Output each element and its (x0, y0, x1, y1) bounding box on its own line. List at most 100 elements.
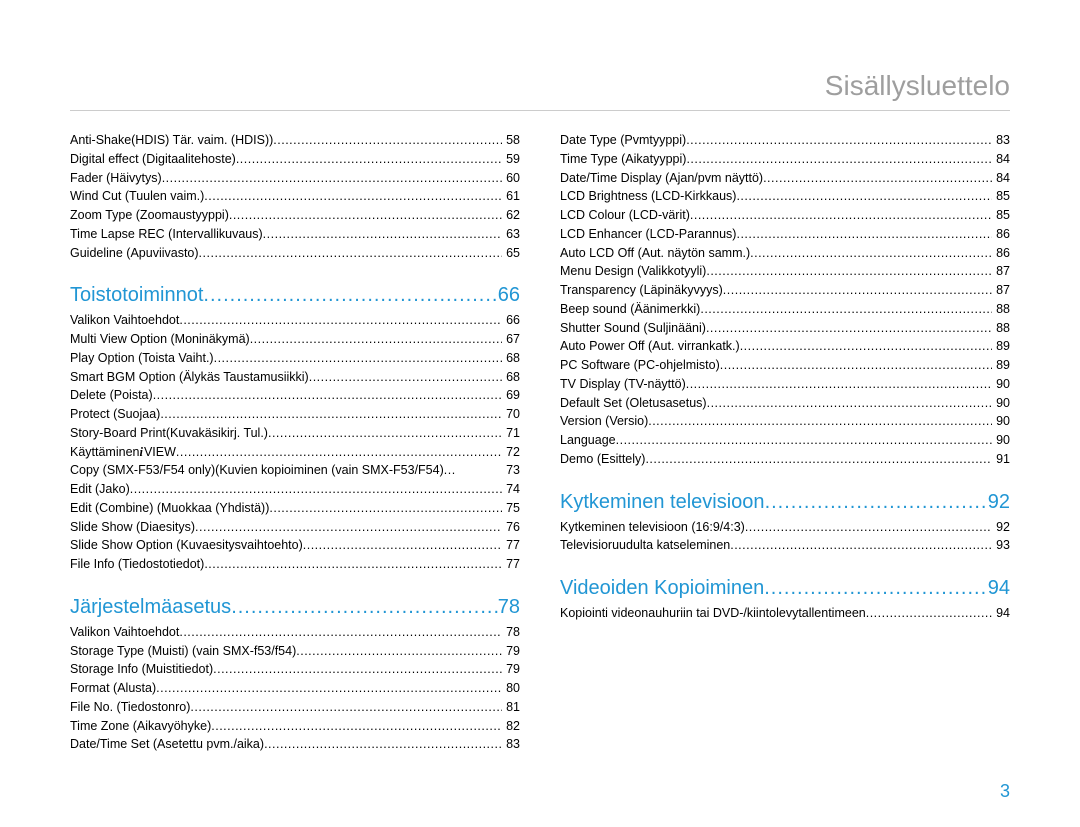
toc-entry-label: Smart BGM Option (Älykäs Taustamusiikki) (70, 368, 309, 387)
toc-entry: Auto LCD Off (Aut. näytön samm.)........… (560, 244, 1010, 263)
toc-leader-dots: ........................................… (264, 735, 502, 754)
toc-leader-dots: ........................................… (214, 349, 503, 368)
toc-entry: Edit (Jako).............................… (70, 480, 520, 499)
toc-entry: Anti-Shake(HDIS) Tär. vaim. (HDIS)).....… (70, 131, 520, 150)
toc-leader-dots: ........................................… (706, 262, 992, 281)
toc-entry-label: Beep sound (Äänimerkki) (560, 300, 700, 319)
toc-entry: TV Display (TV-näyttö)..................… (560, 375, 1010, 394)
toc-entry: Play Option (Toista Vaiht.).............… (70, 349, 520, 368)
toc-entry-page: 90 (992, 394, 1010, 413)
page-number: 3 (1000, 781, 1010, 802)
toc-leader-dots: ........................................… (706, 319, 992, 338)
toc-entry-page: 75 (502, 499, 520, 518)
toc-entry-label: Wind Cut (Tuulen vaim.) (70, 187, 204, 206)
toc-entry-page: 88 (992, 300, 1010, 319)
toc-entry-label: LCD Colour (LCD-värit) (560, 206, 690, 225)
toc-entry-label: Shutter Sound (Suljinääni) (560, 319, 706, 338)
toc-entry-label: Time Zone (Aikavyöhyke) (70, 717, 211, 736)
toc-leader-dots: ........................................… (176, 443, 502, 462)
toc-leader-dots: ........................................… (686, 131, 992, 150)
toc-entry-label: Slide Show Option (Kuvaesitysvaihtoehto) (70, 536, 303, 555)
toc-entry-label: Play Option (Toista Vaiht.) (70, 349, 214, 368)
toc-entry-label: Default Set (Oletusasetus) (560, 394, 707, 413)
toc-entry-page: 62 (502, 206, 520, 225)
toc-entry-label: Time Type (Aikatyyppi) (560, 150, 686, 169)
toc-entry: Multi View Option (Moninäkymä)..........… (70, 330, 520, 349)
toc-leader-dots: ........................................… (153, 386, 502, 405)
toc-entry-label: Time Lapse REC (Intervallikuvaus) (70, 225, 263, 244)
toc-leader-dots: ........................................… (211, 717, 502, 736)
toc-entry-page: 71 (502, 424, 520, 443)
toc-entry-label: File Info (Tiedostotiedot) (70, 555, 204, 574)
toc-section: Kytkeminen televisioon..................… (560, 491, 1010, 514)
toc-leader-dots: ........................................… (195, 518, 502, 537)
toc-entry-label: Story-Board Print(Kuvakäsikirj. Tul.) (70, 424, 268, 443)
toc-entry-page: 63 (502, 225, 520, 244)
toc-entry: Beep sound (Äänimerkki).................… (560, 300, 1010, 319)
toc-entry: Kytkeminen televisioon (16:9/4:3).......… (560, 518, 1010, 537)
toc-leader-dots: ........................................… (700, 300, 992, 319)
toc-entry-page: 84 (992, 169, 1010, 188)
toc-entry-page: 83 (502, 735, 520, 754)
toc-entry: Date Type (Pvmtyyppi)...................… (560, 131, 1010, 150)
toc-section-page: 66 (498, 284, 520, 307)
toc-entry: Protect (Suojaa)........................… (70, 405, 520, 424)
toc-leader-dots: ........................................… (690, 206, 992, 225)
toc-entry-label: Auto LCD Off (Aut. näytön samm.) (560, 244, 750, 263)
toc-entry-page: 80 (502, 679, 520, 698)
toc-entry-page: 70 (502, 405, 520, 424)
toc-entry-label: Kytkeminen televisioon (16:9/4:3) (560, 518, 745, 537)
toc-section-page: 94 (988, 577, 1010, 600)
toc-entry-label: Fader (Häivytys) (70, 169, 162, 188)
toc-section: Järjestelmäasetus.......................… (70, 596, 520, 619)
toc-entry-label: Multi View Option (Moninäkymä) (70, 330, 250, 349)
toc-entry: Zoom Type (Zoomaustyyppi)...............… (70, 206, 520, 225)
toc-section-page: 78 (498, 596, 520, 619)
toc-entry: Version (Versio)........................… (560, 412, 1010, 431)
toc-leader-dots: ........................................… (645, 450, 992, 469)
toc-leader-dots: ........................................… (765, 491, 988, 514)
toc-leader-dots: ........................................… (130, 480, 502, 499)
toc-entry-label: Edit (Combine) (Muokkaa (Yhdistä)) (70, 499, 269, 518)
toc-entry: Slide Show (Diaesitys)..................… (70, 518, 520, 537)
toc-entry-label: Date/Time Set (Asetettu pvm./aika) (70, 735, 264, 754)
toc-entry-label: Transparency (Läpinäkyvyys) (560, 281, 723, 300)
toc-leader-dots: ........................................… (190, 698, 502, 717)
toc-entry-label: Format (Alusta) (70, 679, 156, 698)
toc-entry-page: 77 (502, 555, 520, 574)
toc-leader-dots: ........................................… (740, 337, 992, 356)
toc-leader-dots: ........................................… (204, 187, 502, 206)
toc-leader-dots: ........................................… (229, 206, 502, 225)
toc-entry-page: 60 (502, 169, 520, 188)
toc-entry-page: 68 (502, 368, 520, 387)
toc-entry: Wind Cut (Tuulen vaim.).................… (70, 187, 520, 206)
toc-leader-dots: ........................................… (764, 577, 988, 600)
toc-section-title: Videoiden Kopioiminen (560, 577, 764, 600)
toc-entry-page: 87 (992, 281, 1010, 300)
toc-entry: Time Lapse REC (Intervallikuvaus).......… (70, 225, 520, 244)
toc-entry-page: 79 (502, 660, 520, 679)
toc-entry-label: Käyttäminen (70, 443, 139, 462)
toc-leader-dots: ........................................… (213, 660, 502, 679)
toc-entry: Slide Show Option (Kuvaesitysvaihtoehto)… (70, 536, 520, 555)
toc-leader-dots: ........................................… (250, 330, 502, 349)
toc-entry: Digital effect (Digitaalitehoste).......… (70, 150, 520, 169)
toc-entry-label: Auto Power Off (Aut. virrankatk.) (560, 337, 740, 356)
toc-section: Toistotoiminnot.........................… (70, 284, 520, 307)
toc-section: Videoiden Kopioiminen...................… (560, 577, 1010, 600)
toc-leader-dots: ........................................… (686, 150, 992, 169)
toc-entry: Käyttäminen iVIEW ......................… (70, 443, 520, 462)
toc-section-page: 92 (988, 491, 1010, 514)
toc-entry-page: 74 (502, 480, 520, 499)
toc-leader-dots: ........................................… (720, 356, 992, 375)
toc-entry: File Info (Tiedostotiedot)..............… (70, 555, 520, 574)
toc-leader-dots: ........................................… (273, 131, 502, 150)
toc-leader-dots: ... (444, 461, 502, 480)
toc-entry-label: Anti-Shake(HDIS) Tär. vaim. (HDIS)) (70, 131, 273, 150)
toc-entry: LCD Brightness (LCD-Kirkkaus)...........… (560, 187, 1010, 206)
toc-leader-dots: ........................................… (866, 604, 992, 623)
toc-entry: Date/Time Display (Ajan/pvm näyttö).....… (560, 169, 1010, 188)
toc-entry-label: Menu Design (Valikkotyyli) (560, 262, 706, 281)
toc-entry-page: 89 (992, 337, 1010, 356)
toc-entry-page: 82 (502, 717, 520, 736)
